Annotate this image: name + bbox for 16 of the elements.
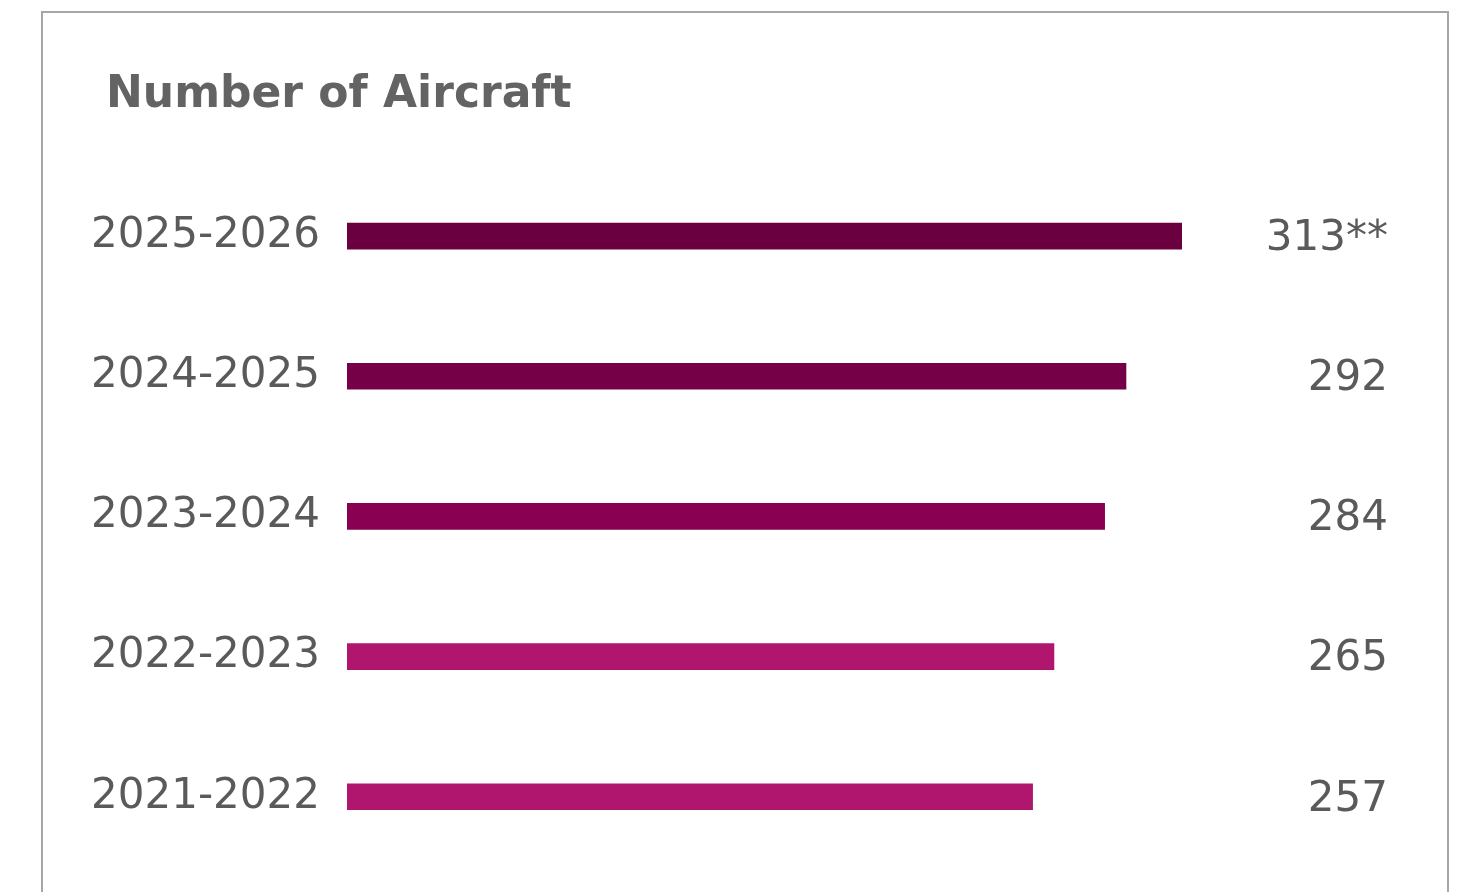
y-tick-label: 2021-2022 — [91, 768, 320, 818]
data-label: 292 — [1307, 351, 1388, 401]
bar — [347, 362, 1127, 390]
y-tick-label: 2025-2026 — [91, 207, 320, 257]
y-tick-label: 2024-2025 — [91, 348, 320, 398]
bar — [347, 503, 1105, 530]
y-tick-label: 2023-2024 — [91, 488, 320, 538]
bar — [347, 222, 1182, 250]
data-label: 265 — [1307, 631, 1388, 681]
y-tick-label: 2022-2023 — [91, 628, 320, 678]
data-label: 284 — [1307, 491, 1388, 541]
data-label: 257 — [1307, 771, 1388, 821]
bar — [347, 643, 1055, 670]
data-label: 313** — [1265, 210, 1388, 260]
chart-title: Number of Aircraft — [106, 66, 572, 117]
bar — [347, 783, 1033, 811]
